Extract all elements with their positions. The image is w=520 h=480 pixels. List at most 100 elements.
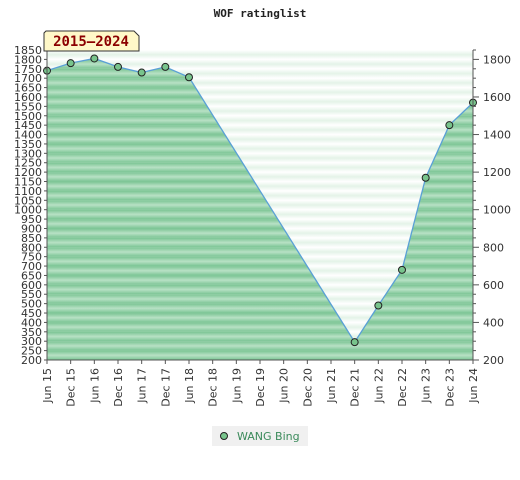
grid-band xyxy=(47,181,473,191)
left-tick-label: 1600 xyxy=(14,91,42,104)
x-tick-label: Jun 15 xyxy=(41,368,54,404)
area-band xyxy=(47,209,473,220)
data-point xyxy=(421,173,430,182)
right-tick-label: 1200 xyxy=(483,166,511,179)
legend-label: WANG Bing xyxy=(237,430,300,443)
legend-box xyxy=(212,426,308,446)
left-tick-label: 550 xyxy=(21,288,42,301)
data-point xyxy=(350,338,359,347)
data-point xyxy=(445,121,454,130)
x-tick-label: Dec 22 xyxy=(396,368,409,407)
left-y-axis: 2002503003504004505005506006507007508008… xyxy=(14,44,48,367)
right-tick-label: 1000 xyxy=(483,204,511,217)
grid-band xyxy=(47,162,473,173)
x-tick-label: Jun 22 xyxy=(372,368,385,404)
left-tick-label: 750 xyxy=(21,251,42,264)
left-tick-label: 1300 xyxy=(14,147,42,160)
x-tick-label: Jun 21 xyxy=(325,368,338,404)
left-tick-label: 1850 xyxy=(14,44,42,57)
data-markers xyxy=(43,54,477,347)
left-tick-label: 1800 xyxy=(14,53,42,66)
x-tick-label: Dec 21 xyxy=(349,368,362,407)
left-tick-label: 1350 xyxy=(14,138,42,151)
left-tick-label: 200 xyxy=(21,354,42,367)
left-tick-label: 1000 xyxy=(14,204,42,217)
grid-band xyxy=(47,153,473,163)
left-tick-label: 1100 xyxy=(14,185,42,198)
area-band xyxy=(47,247,473,257)
area-band xyxy=(47,284,473,295)
grid-band xyxy=(47,68,473,79)
left-tick-label: 250 xyxy=(21,345,42,358)
grid-band xyxy=(47,87,473,97)
left-tick-label: 650 xyxy=(21,269,42,282)
left-tick-label: 600 xyxy=(21,279,42,292)
right-tick-label: 1600 xyxy=(483,91,511,104)
right-tick-label: 400 xyxy=(483,316,504,329)
data-point xyxy=(185,73,193,82)
grid-band xyxy=(47,78,473,88)
left-tick-label: 950 xyxy=(21,213,42,226)
left-tick-label: 1400 xyxy=(14,129,42,142)
x-tick-label: Dec 16 xyxy=(112,368,125,407)
legend-marker-icon xyxy=(220,432,228,440)
data-point xyxy=(374,301,383,310)
x-tick-label: Dec 20 xyxy=(301,368,314,407)
left-tick-label: 900 xyxy=(21,222,42,235)
grid-band xyxy=(47,125,473,135)
area-band xyxy=(47,350,473,360)
left-tick-label: 1650 xyxy=(14,82,42,95)
left-tick-label: 700 xyxy=(21,260,42,273)
data-point xyxy=(398,265,406,274)
grid-band xyxy=(47,115,473,126)
left-tick-label: 1500 xyxy=(14,110,42,123)
area-band xyxy=(47,303,473,314)
grid-band xyxy=(47,172,473,182)
x-tick-label: Jun 18 xyxy=(183,368,196,404)
area-band xyxy=(47,228,473,238)
x-tick-label: Jun 17 xyxy=(136,368,149,404)
data-point xyxy=(90,54,99,63)
left-tick-label: 400 xyxy=(21,316,42,329)
area-band xyxy=(47,190,473,201)
chart-title: WOF ratinglist xyxy=(214,7,307,20)
area-band xyxy=(47,331,473,342)
grid-band xyxy=(47,50,473,60)
left-tick-label: 1750 xyxy=(14,63,42,76)
area-band xyxy=(47,219,473,229)
left-tick-label: 1150 xyxy=(14,176,42,189)
grid-band xyxy=(47,134,473,144)
grid-band xyxy=(47,96,473,107)
x-tick-label: Dec 17 xyxy=(159,368,172,407)
right-tick-label: 800 xyxy=(483,241,504,254)
period-badge: 2015–2024 xyxy=(43,30,140,52)
x-axis: Jun 15 Dec 15 Jun 16 Dec 16 Jun 17 Dec 17 Jun … xyxy=(41,359,480,407)
left-tick-label: 1550 xyxy=(14,100,42,113)
area-band xyxy=(47,294,473,304)
grid-band xyxy=(47,143,473,154)
data-point xyxy=(137,68,146,77)
x-tick-label: Dec 23 xyxy=(443,368,456,407)
left-tick-label: 1050 xyxy=(14,194,42,207)
x-tick-label: Jun 24 xyxy=(467,368,480,404)
x-tick-label: Jun 20 xyxy=(278,368,291,404)
left-tick-label: 1450 xyxy=(14,119,42,132)
area-band xyxy=(47,256,473,267)
data-point xyxy=(114,62,122,71)
left-tick-label: 850 xyxy=(21,232,42,245)
legend: WANG Bing xyxy=(212,426,308,446)
area-band xyxy=(47,266,473,276)
left-tick-label: 300 xyxy=(21,335,42,348)
left-tick-label: 350 xyxy=(21,326,42,339)
data-point xyxy=(161,62,170,71)
x-tick-label: Dec 19 xyxy=(254,368,267,407)
right-tick-label: 1800 xyxy=(483,53,511,66)
area-band xyxy=(47,237,473,248)
x-tick-label: Dec 15 xyxy=(65,368,78,407)
left-tick-label: 450 xyxy=(21,307,42,320)
x-tick-label: Dec 18 xyxy=(207,368,220,407)
x-tick-label: Jun 19 xyxy=(230,368,243,404)
area-band xyxy=(47,313,473,323)
area-band xyxy=(47,275,473,285)
